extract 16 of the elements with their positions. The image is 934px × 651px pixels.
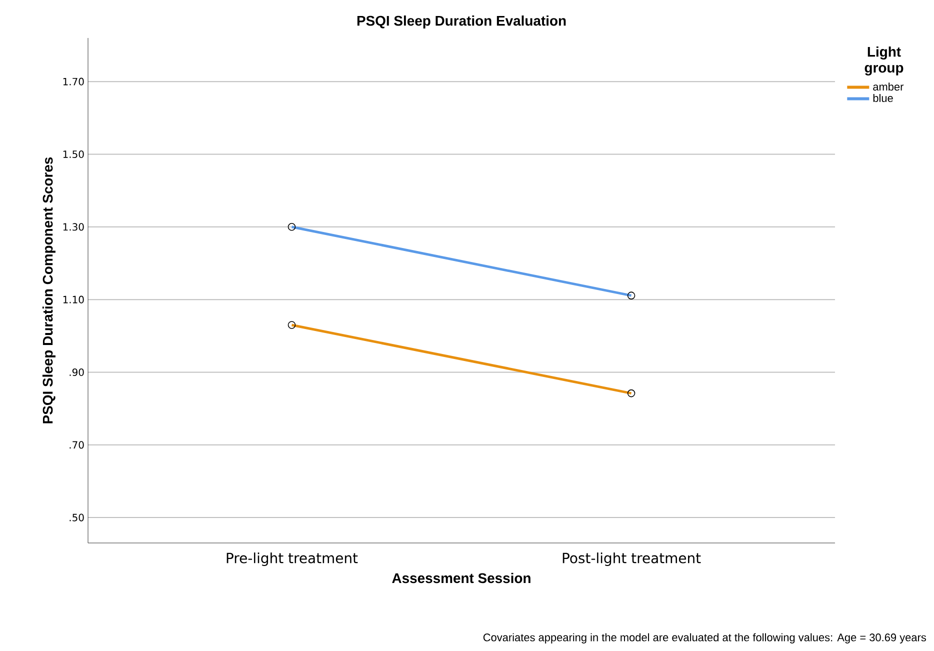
legend-title: Light group (864, 46, 904, 76)
y-tick-label: 1.30 (63, 223, 84, 231)
y-tick-label: 1.10 (63, 296, 84, 304)
x-tick-label: Post-light treatment (562, 552, 701, 566)
y-tick-label: .90 (70, 368, 84, 376)
chart-title: PSQI Sleep Duration Evaluation (357, 15, 566, 28)
x-tick-label: Pre-light treatment (226, 552, 358, 566)
legend-label: amber (873, 82, 904, 91)
y-tick-label: 1.50 (63, 150, 84, 158)
y-tick-label: .70 (70, 441, 84, 449)
y-tick-label: .50 (70, 514, 84, 522)
y-tick-label: 1.70 (63, 78, 84, 86)
legend-label: blue (873, 94, 893, 102)
x-axis-title: Assessment Session (392, 572, 530, 584)
text: Covariates appearing in the model are evaluated at the following values: Age = 30.69 years (483, 633, 926, 644)
y-axis-title: PSQI Sleep Duration Component Scores (42, 157, 56, 424)
